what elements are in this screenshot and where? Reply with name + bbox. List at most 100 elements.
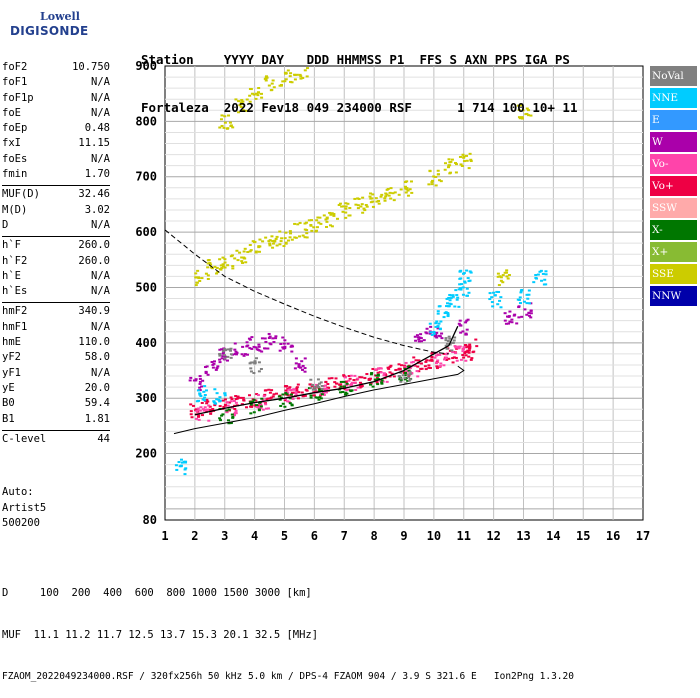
data-point bbox=[397, 363, 401, 366]
data-point bbox=[257, 370, 261, 373]
data-point bbox=[295, 389, 299, 392]
data-point bbox=[287, 400, 291, 403]
data-point bbox=[466, 349, 470, 352]
data-point bbox=[453, 336, 457, 339]
data-point bbox=[298, 73, 302, 76]
data-point bbox=[380, 381, 384, 384]
data-point bbox=[463, 352, 467, 355]
data-point bbox=[246, 251, 250, 254]
data-point bbox=[254, 97, 258, 100]
data-point bbox=[301, 234, 305, 237]
data-point bbox=[465, 287, 469, 290]
data-point bbox=[329, 224, 333, 227]
data-point bbox=[234, 353, 238, 356]
data-point bbox=[278, 84, 282, 87]
data-point bbox=[279, 404, 283, 407]
data-point bbox=[452, 339, 456, 342]
data-point bbox=[522, 300, 526, 303]
data-point bbox=[201, 379, 205, 382]
data-point bbox=[544, 270, 548, 273]
data-point bbox=[465, 319, 469, 322]
data-point bbox=[404, 365, 408, 368]
param-label: foEs bbox=[2, 152, 28, 165]
data-point bbox=[465, 159, 469, 162]
data-point bbox=[220, 267, 224, 270]
data-point bbox=[272, 86, 276, 89]
param-row: h`E N/A bbox=[2, 270, 110, 285]
data-point bbox=[305, 232, 309, 235]
data-point bbox=[226, 404, 230, 407]
data-point bbox=[245, 406, 249, 409]
data-point bbox=[215, 392, 219, 395]
data-point bbox=[269, 89, 273, 92]
data-point bbox=[236, 395, 240, 398]
data-point bbox=[344, 211, 348, 214]
data-point bbox=[349, 374, 353, 377]
data-point bbox=[446, 315, 450, 318]
data-point bbox=[469, 358, 473, 361]
data-point bbox=[506, 277, 510, 280]
data-point bbox=[440, 337, 444, 340]
data-point bbox=[384, 195, 388, 198]
data-point bbox=[437, 322, 441, 325]
data-point bbox=[534, 276, 538, 279]
data-point bbox=[203, 394, 207, 397]
y-tick-label: 800 bbox=[135, 114, 157, 128]
param-row: B0 59.4 bbox=[2, 397, 110, 412]
param-value: 260.0 bbox=[78, 239, 110, 252]
data-point bbox=[444, 162, 448, 165]
data-point bbox=[223, 348, 227, 351]
data-point bbox=[341, 390, 345, 393]
param-value: 11.15 bbox=[78, 137, 110, 150]
data-point bbox=[260, 397, 264, 400]
data-point bbox=[318, 390, 322, 393]
data-point bbox=[353, 381, 357, 384]
data-point bbox=[257, 409, 261, 412]
data-point bbox=[309, 386, 313, 389]
data-point bbox=[227, 348, 231, 351]
data-point bbox=[316, 396, 320, 399]
data-point bbox=[250, 92, 254, 95]
data-point bbox=[223, 355, 227, 358]
data-point bbox=[403, 377, 407, 380]
data-point bbox=[436, 359, 440, 362]
data-point bbox=[218, 399, 222, 402]
data-point bbox=[242, 257, 246, 260]
data-point bbox=[324, 218, 328, 221]
data-point bbox=[196, 276, 200, 279]
data-point bbox=[241, 109, 245, 112]
data-point bbox=[225, 410, 229, 413]
data-point bbox=[527, 293, 531, 296]
auto-artist: Artist5 bbox=[2, 501, 47, 514]
data-point bbox=[182, 460, 186, 463]
data-point bbox=[245, 353, 249, 356]
data-point bbox=[416, 375, 420, 378]
data-point bbox=[212, 400, 216, 403]
param-value: N/A bbox=[91, 320, 110, 333]
data-point bbox=[248, 347, 252, 350]
data-point bbox=[319, 222, 323, 225]
param-label: h`E bbox=[2, 269, 21, 282]
data-point bbox=[197, 414, 201, 417]
data-point bbox=[342, 385, 346, 388]
data-point bbox=[414, 359, 418, 362]
data-point bbox=[459, 277, 463, 280]
data-point bbox=[453, 305, 457, 308]
data-point bbox=[218, 396, 222, 399]
data-point bbox=[320, 387, 324, 390]
x-tick-label: 7 bbox=[341, 529, 348, 543]
data-point bbox=[406, 379, 410, 382]
data-point bbox=[196, 415, 200, 418]
param-value: N/A bbox=[91, 218, 110, 231]
data-point bbox=[256, 94, 260, 97]
data-point bbox=[459, 288, 463, 291]
data-point bbox=[436, 327, 440, 330]
data-point bbox=[257, 245, 261, 248]
data-point bbox=[283, 237, 287, 240]
data-point bbox=[344, 391, 348, 394]
data-point bbox=[218, 126, 222, 129]
data-point bbox=[211, 366, 215, 369]
data-point bbox=[218, 268, 222, 271]
data-point bbox=[461, 293, 465, 296]
data-point bbox=[347, 379, 351, 382]
